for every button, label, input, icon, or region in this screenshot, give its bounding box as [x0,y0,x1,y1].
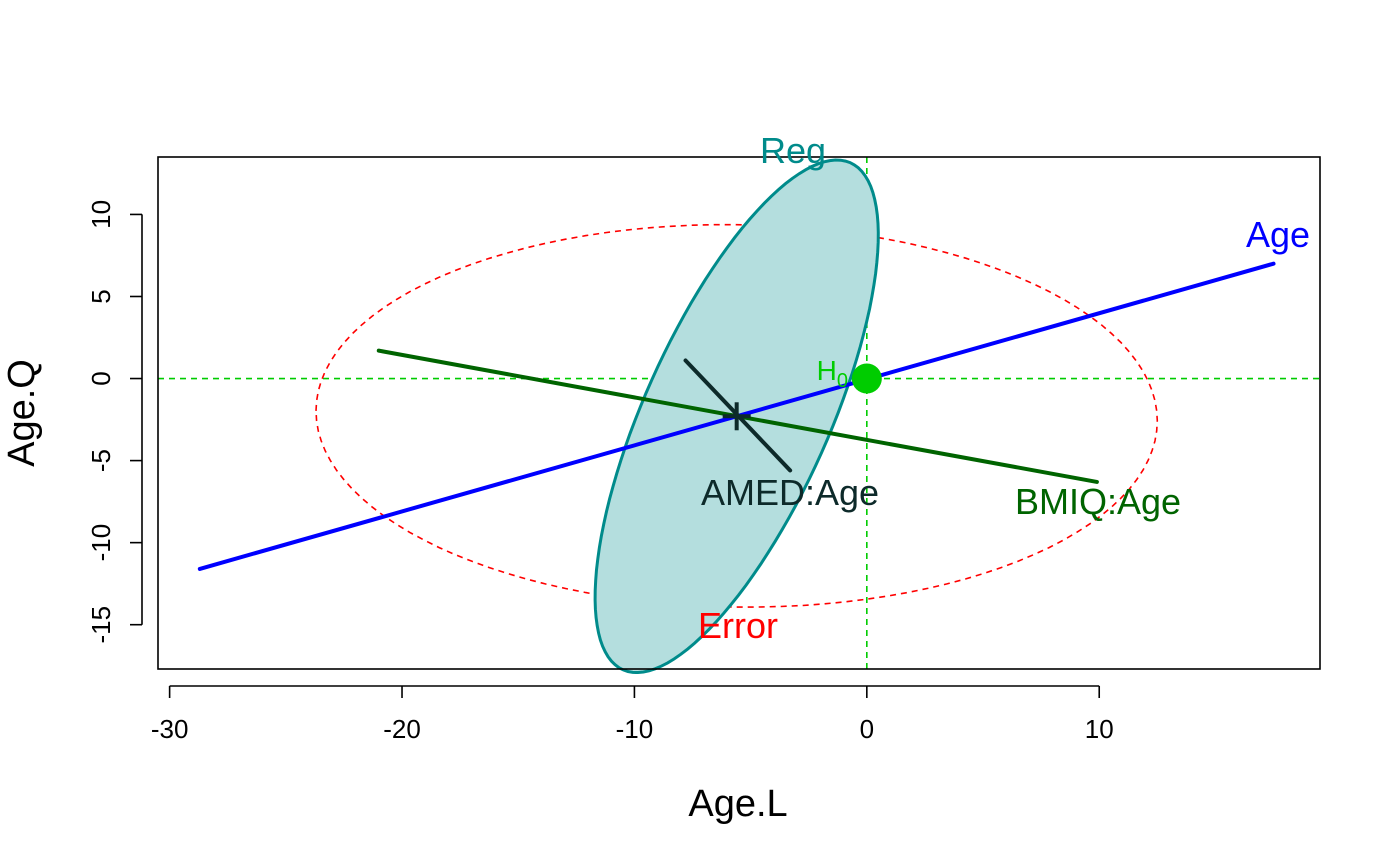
plot-frame [157,156,1321,670]
axes-layer: -30 -20 -10 0 10 -15 -10 -5 0 5 10 [86,156,1321,744]
x-tick-label: -20 [383,714,421,744]
x-tick-label: 0 [860,714,874,744]
h0-point [851,363,882,394]
y-tick-label: 10 [86,200,116,229]
reference-lines-layer [158,157,1320,669]
age-label: Age [1246,214,1310,255]
y-tick-label: 0 [86,371,116,385]
bmiq-age-label: BMIQ:Age [1015,481,1181,522]
h0-label: H0 [817,355,848,392]
y-tick-label: -15 [86,606,116,644]
error-ellipse [315,223,1159,608]
amed-age-label: AMED:Age [701,472,879,513]
x-tick-label: 10 [1085,714,1114,744]
points-layer [722,363,882,431]
x-axis-title: Age.L [688,783,787,825]
reg-ellipse-label: Reg [760,130,826,171]
error-ellipse-label: Error [698,605,778,646]
y-tick-label: -5 [86,449,116,472]
x-tick-label: -10 [616,714,654,744]
y-tick-label: 5 [86,289,116,303]
x-tick-label: -30 [151,714,189,744]
y-axis-title: Age.Q [1,359,43,467]
y-tick-label: -10 [86,524,116,562]
